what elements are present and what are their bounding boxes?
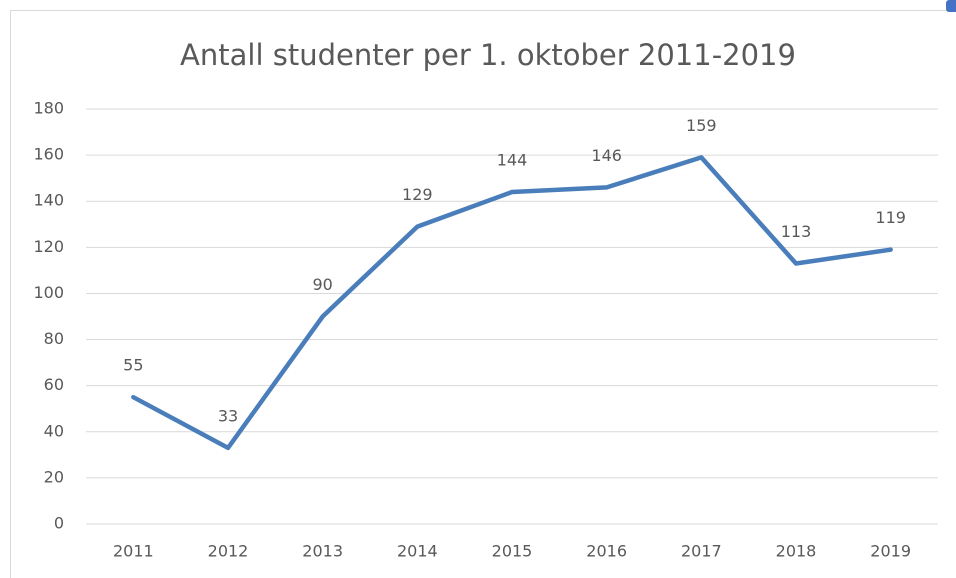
y-tick-label: 120 — [33, 237, 64, 256]
data-label: 113 — [781, 222, 812, 241]
data-label: 129 — [402, 185, 433, 204]
data-label: 159 — [686, 116, 717, 135]
data-line — [131, 155, 893, 451]
x-tick-label: 2014 — [397, 542, 438, 561]
x-tick-label: 2013 — [302, 542, 343, 561]
y-tick-label: 180 — [33, 99, 64, 118]
y-tick-label: 80 — [44, 329, 64, 348]
x-tick-label: 2011 — [113, 542, 154, 561]
y-tick-label: 40 — [44, 421, 64, 440]
y-tick-label: 160 — [33, 145, 64, 164]
y-tick-label: 140 — [33, 191, 64, 210]
y-tick-label: 0 — [54, 514, 64, 533]
x-tick-label: 2017 — [681, 542, 722, 561]
y-tick-label: 60 — [44, 375, 64, 394]
data-label: 144 — [497, 151, 528, 170]
corner-handle — [946, 0, 956, 12]
x-tick-label: 2016 — [586, 542, 627, 561]
x-tick-label: 2018 — [776, 542, 817, 561]
data-label: 55 — [123, 356, 143, 375]
x-tick-label: 2019 — [870, 542, 911, 561]
data-label: 119 — [875, 208, 906, 227]
data-label: 33 — [218, 406, 238, 425]
x-tick-label: 2012 — [208, 542, 249, 561]
data-label: 90 — [312, 275, 332, 294]
y-tick-label: 20 — [44, 467, 64, 486]
chart-border — [10, 10, 956, 578]
data-label: 146 — [591, 146, 622, 165]
y-tick-label: 100 — [33, 283, 64, 302]
x-tick-label: 2015 — [492, 542, 533, 561]
chart-title: Antall studenter per 1. oktober 2011-201… — [180, 38, 796, 72]
